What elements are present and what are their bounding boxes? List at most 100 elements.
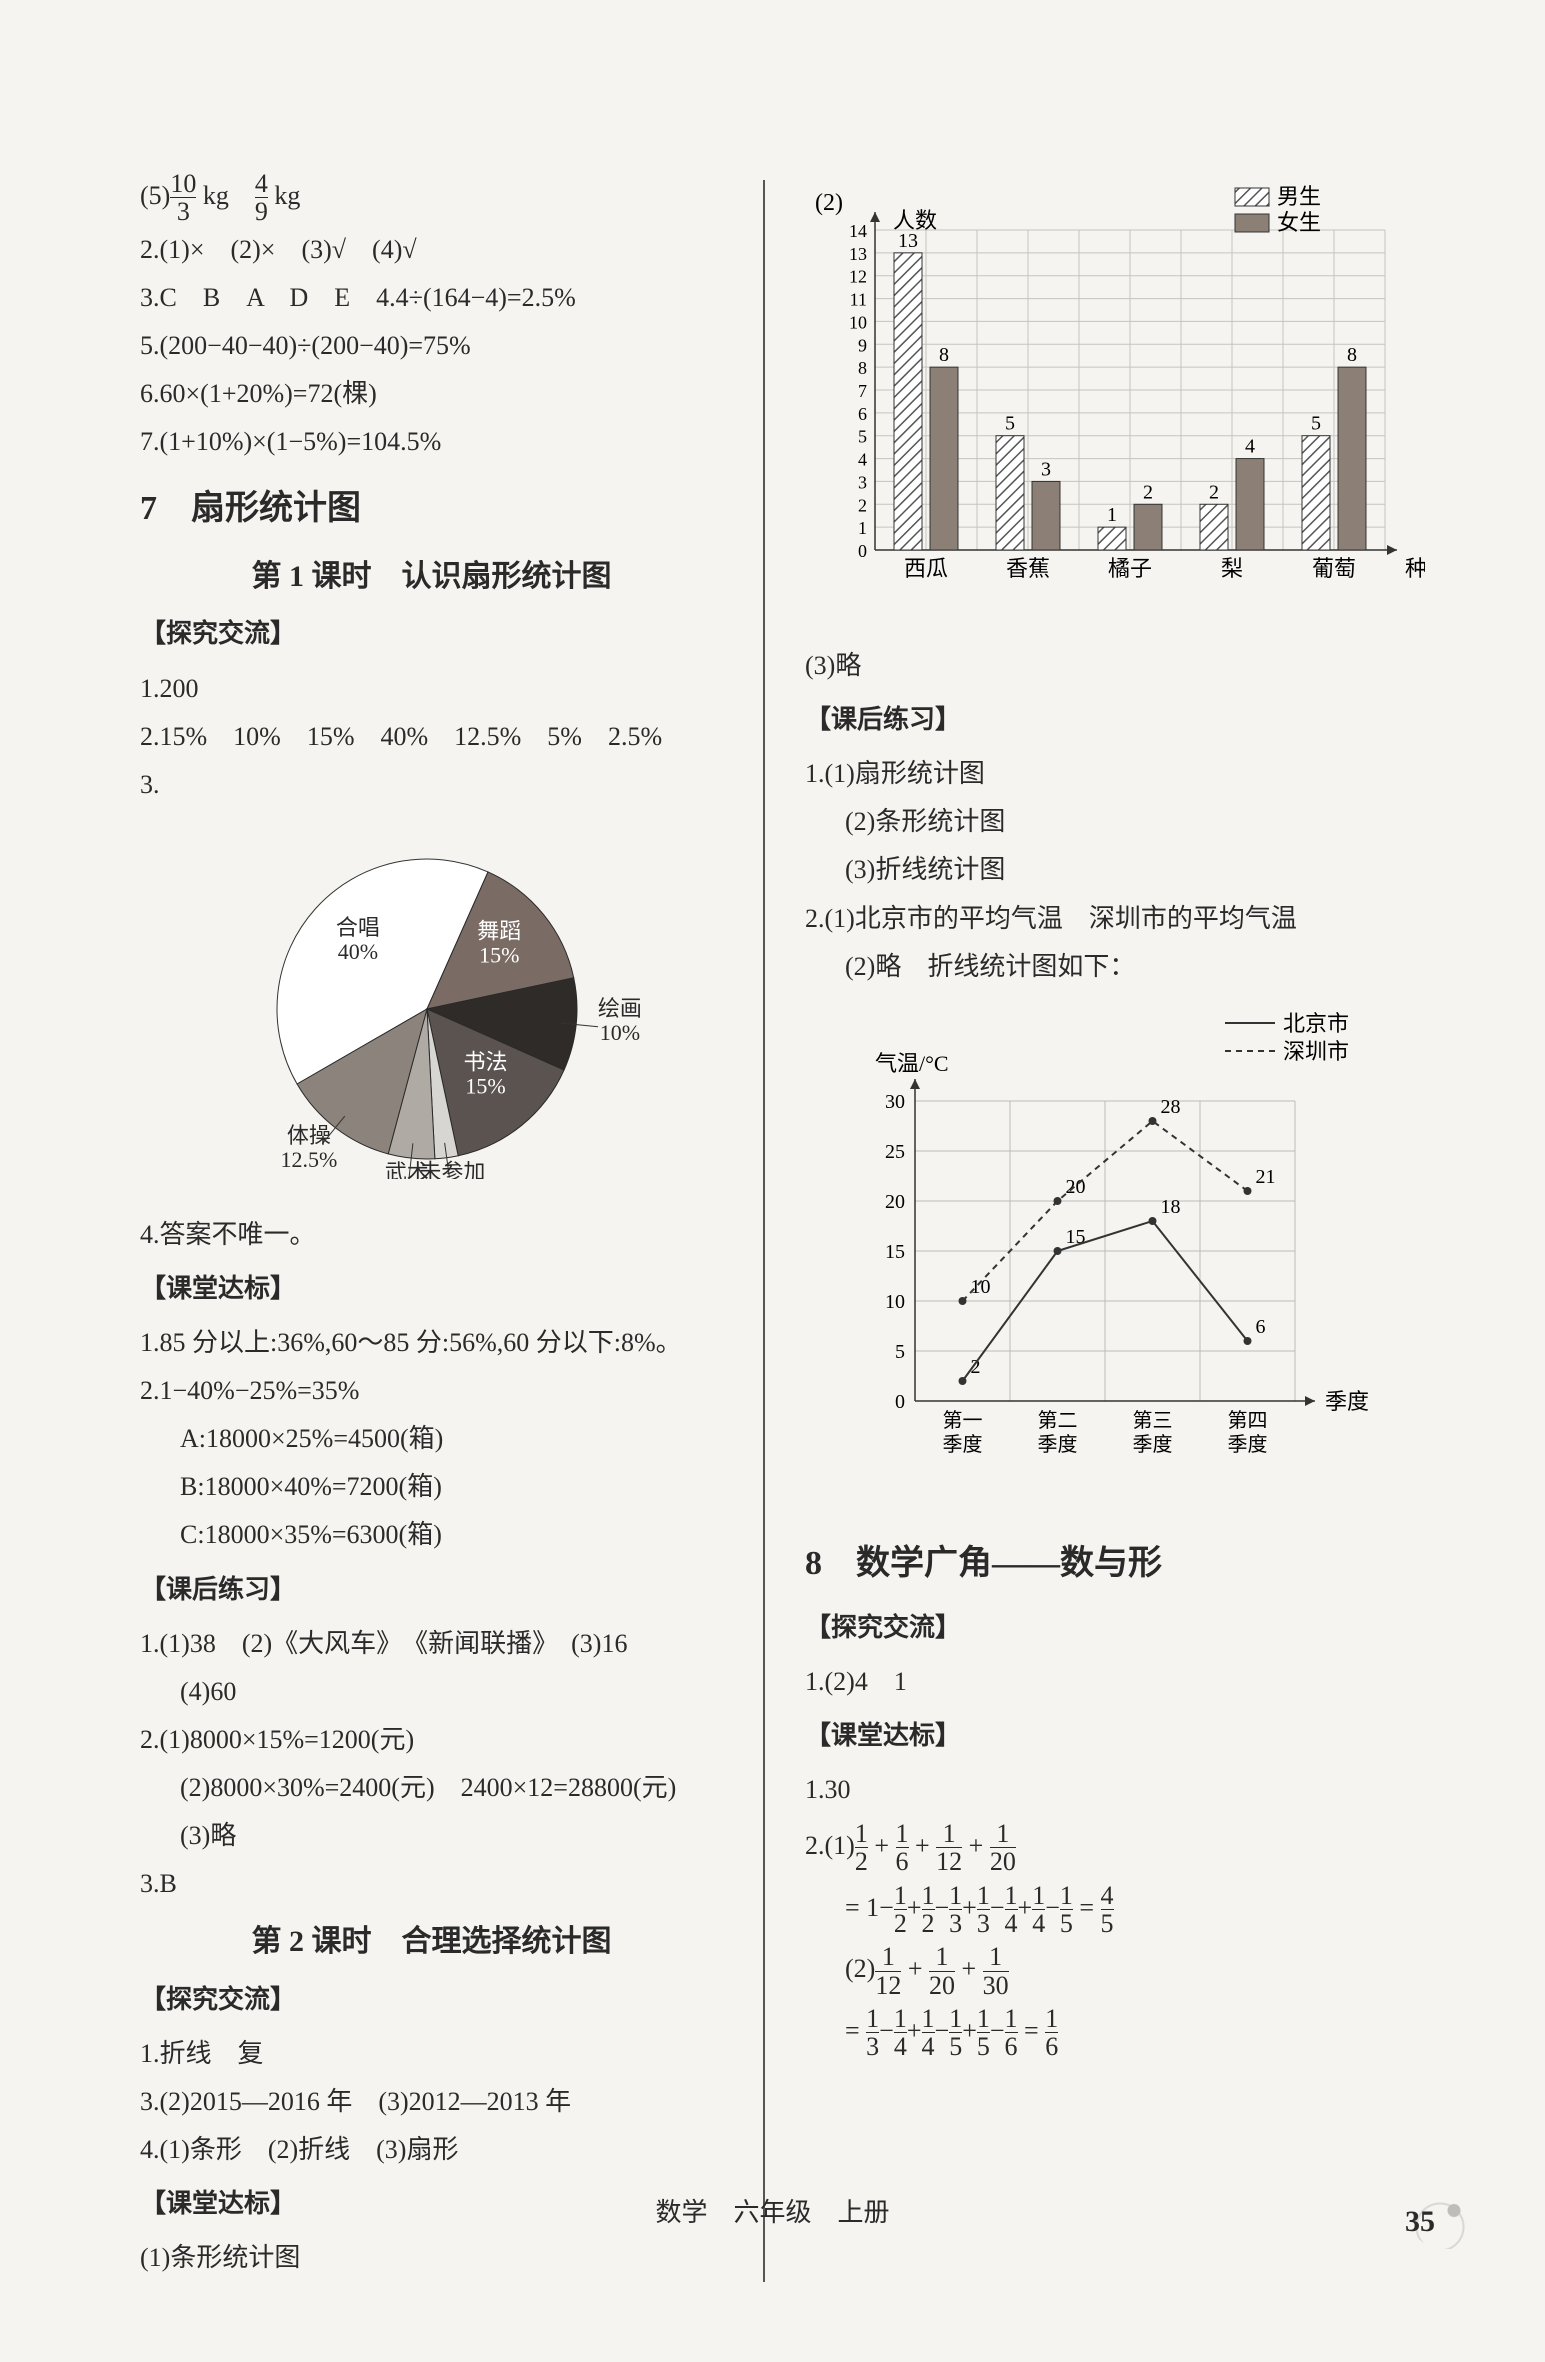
sec7-title: 7 扇形统计图 [140, 478, 723, 541]
svg-text:(2): (2) [815, 190, 843, 216]
tj-3: 3. [140, 761, 723, 809]
r-kt-2-1: 2.(1)12 + 16 + 112 + 120 [805, 1820, 1425, 1876]
r-kh-1c: (3)折线统计图 [805, 846, 1425, 894]
svg-text:6: 6 [858, 404, 867, 424]
page-number: 35 [1405, 2205, 1435, 2239]
svg-text:2: 2 [1209, 481, 1219, 503]
kt-2b: B:18000×40%=7200(箱) [140, 1463, 723, 1511]
r-tj-head: 【探究交流】 [805, 1604, 1425, 1652]
svg-text:10: 10 [849, 312, 867, 332]
left-column: (5)103 kg 49 kg 2.(1)× (2)× (3)√ (4)√ 3.… [140, 170, 723, 2282]
r-kt-head: 【课堂达标】 [805, 1712, 1425, 1760]
svg-text:5: 5 [1311, 413, 1321, 435]
r-kt-1: 1.30 [805, 1766, 1425, 1814]
svg-text:1: 1 [858, 518, 867, 538]
svg-text:28: 28 [1161, 1096, 1181, 1118]
svg-text:3: 3 [1041, 458, 1051, 480]
svg-text:2: 2 [1143, 481, 1153, 503]
r-kh-head: 【课后练习】 [805, 696, 1425, 744]
tj2-3: 3.(2)2015—2016 年 (3)2012—2013 年 [140, 2078, 723, 2126]
r-kh-1b: (2)条形统计图 [805, 798, 1425, 846]
svg-text:第二: 第二 [1038, 1409, 1078, 1432]
kh-2b: (2)8000×30%=2400(元) 2400×12=28800(元) [140, 1764, 723, 1812]
svg-text:10: 10 [885, 1291, 905, 1313]
svg-text:深圳市: 深圳市 [1283, 1039, 1349, 1064]
line-2tf: 2.(1)× (2)× (3)√ (4)√ [140, 226, 723, 274]
svg-text:季度: 季度 [1228, 1433, 1268, 1456]
svg-text:季度: 季度 [1325, 1389, 1369, 1414]
kt-2a: A:18000×25%=4500(箱) [140, 1415, 723, 1463]
bar-chart: 01234567891011121314138西瓜53香蕉12橘子24梨58葡萄… [805, 180, 1425, 610]
svg-text:25: 25 [885, 1141, 905, 1163]
kt-2c: C:18000×35%=6300(箱) [140, 1511, 723, 1559]
svg-text:20: 20 [1066, 1176, 1086, 1198]
line-3: 3.C B A D E 4.4÷(164−4)=2.5% [140, 274, 723, 322]
tj-2: 2.15% 10% 15% 40% 12.5% 5% 2.5% [140, 713, 723, 761]
r-tj-1: 1.(2)4 1 [805, 1658, 1425, 1706]
tj2-head: 【探究交流】 [140, 1976, 723, 2024]
svg-text:8: 8 [939, 344, 949, 366]
svg-text:9: 9 [858, 335, 867, 355]
svg-text:种类: 种类 [1405, 556, 1425, 581]
tanjiu-head: 【探究交流】 [140, 610, 723, 658]
kh-1: 1.(1)38 (2)《大风车》 《新闻联播》 (3)16 [140, 1620, 723, 1668]
right-column: 01234567891011121314138西瓜53香蕉12橘子24梨58葡萄… [805, 170, 1425, 2282]
tj2-1: 1.折线 复 [140, 2030, 723, 2078]
r-kh-2b: (2)略 折线统计图如下： [805, 943, 1425, 991]
svg-text:0: 0 [858, 541, 867, 561]
r-kh-1a: 1.(1)扇形统计图 [805, 750, 1425, 798]
svg-text:8: 8 [1347, 344, 1357, 366]
svg-text:0: 0 [895, 1391, 905, 1413]
line-chart: 051015202530气温/°C季度第一季度第二季度第三季度第四季度21518… [805, 1001, 1425, 1501]
svg-text:3: 3 [858, 472, 867, 492]
ketang-head: 【课堂达标】 [140, 1265, 723, 1313]
svg-text:橘子: 橘子 [1108, 556, 1152, 581]
svg-text:季度: 季度 [1038, 1433, 1078, 1456]
sec7-sub2: 第 2 课时 合理选择统计图 [140, 1914, 723, 1970]
svg-text:未参加: 未参加 [419, 1159, 485, 1179]
svg-text:13: 13 [849, 244, 867, 264]
kt-1: 1.85 分以上:36%,60～85 分:56%,60 分以下:8%。 [140, 1319, 723, 1367]
svg-text:第一: 第一 [943, 1409, 983, 1432]
svg-text:女生: 女生 [1277, 210, 1321, 235]
r-kh-2a: 2.(1)北京市的平均气温 深圳市的平均气温 [805, 895, 1425, 943]
svg-text:4: 4 [1245, 436, 1255, 458]
svg-text:11: 11 [850, 290, 867, 310]
kh-2c: (3)略 [140, 1812, 723, 1860]
sec8-title: 8 数学广角——数与形 [805, 1533, 1425, 1596]
line-6: 6.60×(1+20%)=72(棵) [140, 370, 723, 418]
r-kt-2-2-eq: = 13−14+14−15+15−16 = 16 [805, 2005, 1425, 2061]
svg-text:14: 14 [849, 221, 867, 241]
column-divider [763, 180, 765, 2282]
kh-3: 3.B [140, 1860, 723, 1908]
svg-text:西瓜: 西瓜 [904, 556, 948, 581]
svg-text:30: 30 [885, 1091, 905, 1113]
pie-chart: 合唱40%舞蹈15%绘画10%书法15%未参加2.5%武术5%体操12.5% [140, 819, 723, 1195]
svg-text:武术: 武术 [384, 1160, 428, 1179]
tj-4: 4.答案不唯一。 [140, 1211, 723, 1259]
svg-text:13: 13 [898, 230, 918, 252]
svg-text:15%: 15% [479, 942, 519, 967]
svg-text:梨: 梨 [1221, 556, 1243, 581]
kehou-head: 【课后练习】 [140, 1566, 723, 1614]
kh-1b: (4)60 [140, 1668, 723, 1716]
svg-text:15%: 15% [465, 1073, 505, 1098]
svg-text:6: 6 [1256, 1316, 1266, 1338]
svg-text:2: 2 [858, 495, 867, 515]
line-5: (5)103 kg 49 kg [140, 170, 723, 226]
svg-text:季度: 季度 [943, 1433, 983, 1456]
svg-text:15: 15 [885, 1241, 905, 1263]
svg-text:香蕉: 香蕉 [1006, 556, 1050, 581]
svg-text:18: 18 [1161, 1196, 1181, 1218]
svg-text:季度: 季度 [1133, 1433, 1173, 1456]
svg-text:第三: 第三 [1133, 1409, 1173, 1432]
svg-text:12: 12 [849, 267, 867, 287]
svg-text:10%: 10% [599, 1020, 639, 1045]
svg-text:10: 10 [971, 1276, 991, 1298]
sec7-sub1: 第 1 课时 认识扇形统计图 [140, 549, 723, 605]
bar-chart-wrap: 01234567891011121314138西瓜53香蕉12橘子24梨58葡萄… [805, 180, 1425, 626]
svg-text:书法: 书法 [463, 1049, 507, 1074]
bar-3: (3)略 [805, 642, 1425, 690]
footer: 数学 六年级 上册 [0, 2192, 1545, 2229]
svg-text:舞蹈: 舞蹈 [477, 918, 521, 943]
